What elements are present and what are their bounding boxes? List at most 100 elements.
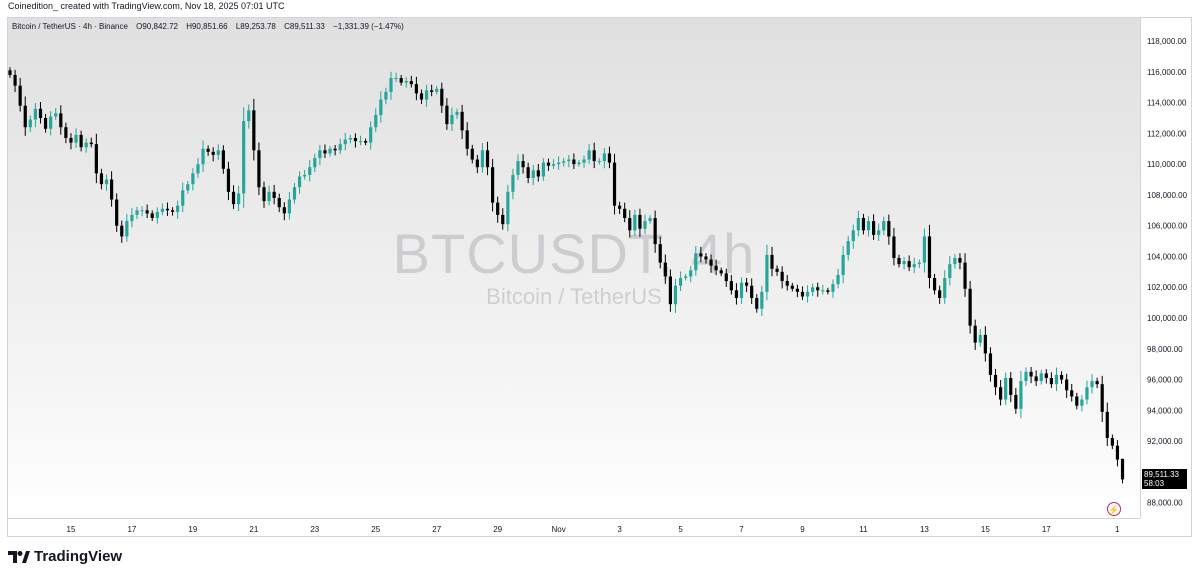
candle-body: [846, 241, 850, 255]
candle-body: [328, 148, 332, 154]
price-tick-label: 98,000.00: [1147, 345, 1183, 354]
candle-body: [49, 116, 53, 129]
price-tick-label: 108,000.00: [1147, 191, 1188, 200]
price-tick-label: 104,000.00: [1147, 252, 1188, 261]
candle-body: [699, 253, 703, 257]
candle-body: [1105, 411, 1109, 438]
candle-body: [181, 190, 185, 206]
time-tick-label: 13: [920, 525, 929, 534]
candle-body: [379, 99, 383, 115]
candle-body: [643, 221, 647, 229]
candle-body: [267, 191, 271, 202]
time-axis[interactable]: 15 17 19 21 23 25 27 29 Nov 3 5 7 9 11 13 15 17 1: [8, 518, 1140, 537]
chart-plot-area[interactable]: BTCUSDT, 4h Bitcoin / TetherUS Bitcoin /…: [8, 18, 1140, 518]
candle-body: [501, 214, 505, 225]
lightning-alert-icon[interactable]: ⚡: [1107, 502, 1121, 516]
candle-body: [821, 290, 825, 292]
candle-body: [333, 148, 337, 151]
time-tick-label: Nov: [552, 525, 566, 534]
candle-body: [440, 88, 444, 106]
candle-body: [1059, 374, 1064, 380]
candle-body: [99, 173, 104, 185]
candle-body: [196, 164, 200, 174]
time-tick-label: 27: [432, 525, 441, 534]
legend-symbol[interactable]: Bitcoin / TetherUS · 4h · Binance: [12, 22, 128, 31]
candle-body: [750, 285, 754, 298]
candle-body: [963, 262, 967, 289]
candle-body: [1044, 373, 1048, 378]
candle-body: [836, 274, 840, 285]
tradingview-brand: TradingView: [8, 548, 122, 565]
candle-body: [861, 218, 866, 231]
candle-body: [303, 174, 307, 177]
candle-body: [633, 214, 637, 231]
candle-body: [851, 230, 855, 242]
candle-body: [485, 150, 490, 168]
candle-body: [953, 258, 957, 265]
candle-body: [704, 256, 708, 260]
candle-body: [628, 218, 632, 231]
candle-body: [790, 285, 794, 289]
candle-body: [623, 208, 627, 218]
candle-body: [612, 162, 617, 206]
candle-body: [18, 85, 22, 106]
candle-body: [907, 261, 911, 268]
time-tick-label: 23: [310, 525, 319, 534]
candle-body: [399, 78, 403, 83]
candle-body: [516, 161, 520, 175]
candle-body: [760, 291, 764, 309]
price-axis[interactable]: 88,000.0090,000.0092,000.0094,000.0096,0…: [1140, 18, 1191, 518]
candle-body: [59, 113, 63, 128]
candle-body: [496, 202, 500, 215]
candle-body: [663, 262, 667, 277]
candle-body: [130, 214, 134, 222]
candle-body: [170, 210, 175, 212]
price-tick-label: 92,000.00: [1147, 437, 1183, 446]
candle-body: [145, 210, 149, 214]
candle-body: [526, 167, 530, 178]
time-tick-label: 11: [859, 525, 868, 534]
candle-body: [475, 159, 479, 168]
price-tick-label: 106,000.00: [1147, 222, 1188, 231]
candle-body: [242, 121, 246, 194]
candle-body: [770, 254, 774, 269]
candle-body: [892, 236, 896, 258]
candle-body: [607, 153, 612, 163]
legend-low: L89,253.78: [235, 22, 276, 31]
time-tick-label: 25: [371, 525, 380, 534]
candle-body: [927, 236, 932, 278]
candle-body: [551, 164, 556, 166]
candle-body: [856, 218, 860, 231]
candle-body: [567, 159, 571, 162]
candle-body: [1070, 390, 1074, 397]
candle-body: [409, 81, 413, 85]
price-tick-label: 94,000.00: [1147, 406, 1183, 415]
candle-body: [262, 187, 266, 202]
candle-body: [557, 162, 561, 165]
candle-body: [785, 281, 789, 286]
candle-body: [247, 110, 251, 122]
candle-body: [562, 161, 566, 163]
candle-body: [1115, 445, 1120, 460]
candle-body: [297, 176, 302, 188]
time-tick-label: 21: [249, 525, 258, 534]
candle-body: [470, 148, 474, 160]
price-tick-label: 100,000.00: [1147, 314, 1188, 323]
candlestick-series: [8, 67, 1125, 484]
price-tick-label: 118,000.00: [1147, 37, 1187, 46]
candle-body: [115, 199, 119, 226]
candle-body: [597, 161, 601, 163]
candle-body: [917, 262, 921, 265]
time-tick-label: 5: [678, 525, 683, 534]
candle-body: [353, 138, 358, 142]
time-tick-label: 3: [617, 525, 622, 534]
candle-body: [684, 276, 688, 278]
candle-body: [648, 218, 652, 222]
candle-body: [120, 225, 124, 237]
candle-body: [536, 170, 540, 177]
candle-body: [38, 108, 43, 118]
candle-body: [1009, 378, 1013, 395]
time-tick-label: 19: [188, 525, 197, 534]
candle-body: [826, 290, 830, 292]
candle-body: [348, 138, 352, 140]
